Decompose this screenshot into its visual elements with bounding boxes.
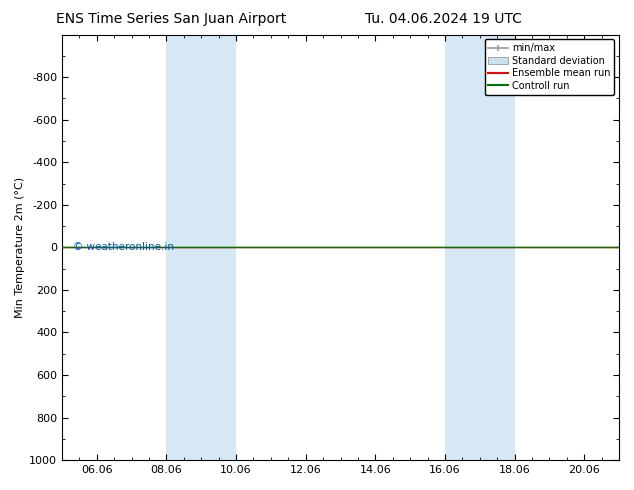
- Bar: [167, 35, 236, 460]
- Text: Tu. 04.06.2024 19 UTC: Tu. 04.06.2024 19 UTC: [365, 12, 522, 26]
- Y-axis label: Min Temperature 2m (°C): Min Temperature 2m (°C): [15, 177, 25, 318]
- Bar: [445, 35, 515, 460]
- Text: © weatheronline.in: © weatheronline.in: [73, 242, 174, 251]
- Text: ENS Time Series San Juan Airport: ENS Time Series San Juan Airport: [56, 12, 287, 26]
- Legend: min/max, Standard deviation, Ensemble mean run, Controll run: min/max, Standard deviation, Ensemble me…: [484, 40, 614, 95]
